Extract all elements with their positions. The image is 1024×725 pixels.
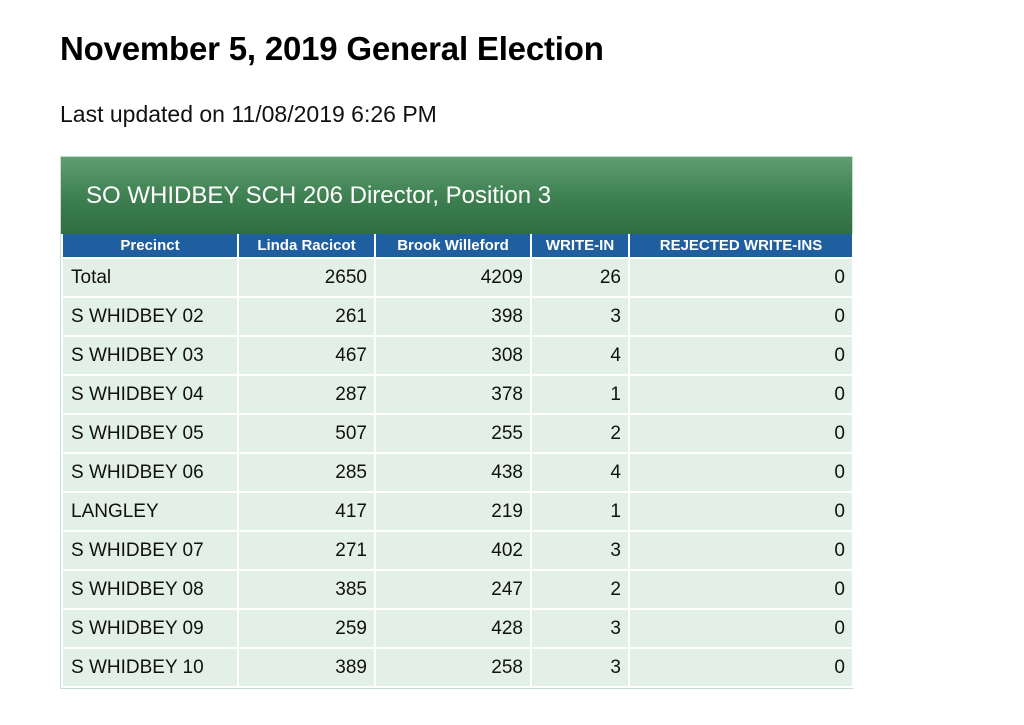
rejected-write-ins-cell: 0 bbox=[628, 257, 854, 298]
results-table-body: Total 2650 4209 26 0 S WHIDBEY 02 261 398 3 0 S WH… bbox=[61, 257, 854, 688]
page-title: November 5, 2019 General Election bbox=[60, 30, 604, 67]
brook-willeford-votes-cell: 4209 bbox=[374, 257, 532, 298]
brook-willeford-votes-cell: 402 bbox=[374, 530, 532, 571]
table-row: S WHIDBEY 06 285 438 4 0 bbox=[61, 452, 854, 493]
write-in-votes-cell: 2 bbox=[530, 413, 630, 454]
write-in-votes-cell: 26 bbox=[530, 257, 630, 298]
brook-willeford-votes-cell: 378 bbox=[374, 374, 532, 415]
rejected-write-ins-cell: 0 bbox=[628, 530, 854, 571]
rejected-write-ins-cell: 0 bbox=[628, 452, 854, 493]
linda-racicot-votes-cell: 417 bbox=[237, 491, 376, 532]
precinct-cell: LANGLEY bbox=[61, 491, 239, 532]
write-in-votes-cell: 2 bbox=[530, 569, 630, 610]
brook-willeford-votes-cell: 438 bbox=[374, 452, 532, 493]
precinct-cell: S WHIDBEY 03 bbox=[61, 335, 239, 376]
table-row: S WHIDBEY 02 261 398 3 0 bbox=[61, 296, 854, 337]
write-in-votes-cell: 3 bbox=[530, 296, 630, 337]
rejected-write-ins-cell: 0 bbox=[628, 374, 854, 415]
precinct-cell: S WHIDBEY 08 bbox=[61, 569, 239, 610]
precinct-cell: Total bbox=[61, 257, 239, 298]
linda-racicot-votes-cell: 385 bbox=[237, 569, 376, 610]
results-table: Precinct Linda Racicot Brook Willeford W… bbox=[61, 234, 854, 688]
linda-racicot-votes-cell: 389 bbox=[237, 647, 376, 688]
precinct-cell: S WHIDBEY 05 bbox=[61, 413, 239, 454]
rejected-write-ins-cell: 0 bbox=[628, 491, 854, 532]
table-row: S WHIDBEY 09 259 428 3 0 bbox=[61, 608, 854, 649]
column-header-rejected-write-ins: REJECTED WRITE-INS bbox=[628, 234, 854, 259]
race-title: SO WHIDBEY SCH 206 Director, Position 3 bbox=[61, 157, 852, 234]
precinct-cell: S WHIDBEY 09 bbox=[61, 608, 239, 649]
rejected-write-ins-cell: 0 bbox=[628, 569, 854, 610]
linda-racicot-votes-cell: 507 bbox=[237, 413, 376, 454]
table-row: S WHIDBEY 04 287 378 1 0 bbox=[61, 374, 854, 415]
brook-willeford-votes-cell: 219 bbox=[374, 491, 532, 532]
table-row: S WHIDBEY 07 271 402 3 0 bbox=[61, 530, 854, 571]
column-header-row: Precinct Linda Racicot Brook Willeford W… bbox=[61, 234, 854, 259]
write-in-votes-cell: 1 bbox=[530, 491, 630, 532]
rejected-write-ins-cell: 0 bbox=[628, 413, 854, 454]
table-row: S WHIDBEY 05 507 255 2 0 bbox=[61, 413, 854, 454]
linda-racicot-votes-cell: 271 bbox=[237, 530, 376, 571]
table-row: S WHIDBEY 03 467 308 4 0 bbox=[61, 335, 854, 376]
brook-willeford-votes-cell: 247 bbox=[374, 569, 532, 610]
column-header-precinct: Precinct bbox=[61, 234, 239, 259]
column-header-write-in: WRITE-IN bbox=[530, 234, 630, 259]
write-in-votes-cell: 3 bbox=[530, 530, 630, 571]
linda-racicot-votes-cell: 467 bbox=[237, 335, 376, 376]
write-in-votes-cell: 1 bbox=[530, 374, 630, 415]
linda-racicot-votes-cell: 2650 bbox=[237, 257, 376, 298]
race-results-panel: SO WHIDBEY SCH 206 Director, Position 3 … bbox=[60, 156, 854, 689]
brook-willeford-votes-cell: 255 bbox=[374, 413, 532, 454]
linda-racicot-votes-cell: 285 bbox=[237, 452, 376, 493]
table-row: S WHIDBEY 08 385 247 2 0 bbox=[61, 569, 854, 610]
table-row: LANGLEY 417 219 1 0 bbox=[61, 491, 854, 532]
table-row: Total 2650 4209 26 0 bbox=[61, 257, 854, 298]
linda-racicot-votes-cell: 259 bbox=[237, 608, 376, 649]
rejected-write-ins-cell: 0 bbox=[628, 335, 854, 376]
rejected-write-ins-cell: 0 bbox=[628, 647, 854, 688]
brook-willeford-votes-cell: 258 bbox=[374, 647, 532, 688]
rejected-write-ins-cell: 0 bbox=[628, 296, 854, 337]
precinct-cell: S WHIDBEY 07 bbox=[61, 530, 239, 571]
write-in-votes-cell: 4 bbox=[530, 452, 630, 493]
linda-racicot-votes-cell: 287 bbox=[237, 374, 376, 415]
write-in-votes-cell: 3 bbox=[530, 647, 630, 688]
rejected-write-ins-cell: 0 bbox=[628, 608, 854, 649]
precinct-cell: S WHIDBEY 02 bbox=[61, 296, 239, 337]
brook-willeford-votes-cell: 308 bbox=[374, 335, 532, 376]
precinct-cell: S WHIDBEY 10 bbox=[61, 647, 239, 688]
brook-willeford-votes-cell: 428 bbox=[374, 608, 532, 649]
column-header-brook-willeford: Brook Willeford bbox=[374, 234, 532, 259]
table-row: S WHIDBEY 10 389 258 3 0 bbox=[61, 647, 854, 688]
column-header-linda-racicot: Linda Racicot bbox=[237, 234, 376, 259]
brook-willeford-votes-cell: 398 bbox=[374, 296, 532, 337]
write-in-votes-cell: 3 bbox=[530, 608, 630, 649]
precinct-cell: S WHIDBEY 04 bbox=[61, 374, 239, 415]
last-updated-text: Last updated on 11/08/2019 6:26 PM bbox=[60, 101, 437, 127]
precinct-cell: S WHIDBEY 06 bbox=[61, 452, 239, 493]
write-in-votes-cell: 4 bbox=[530, 335, 630, 376]
linda-racicot-votes-cell: 261 bbox=[237, 296, 376, 337]
